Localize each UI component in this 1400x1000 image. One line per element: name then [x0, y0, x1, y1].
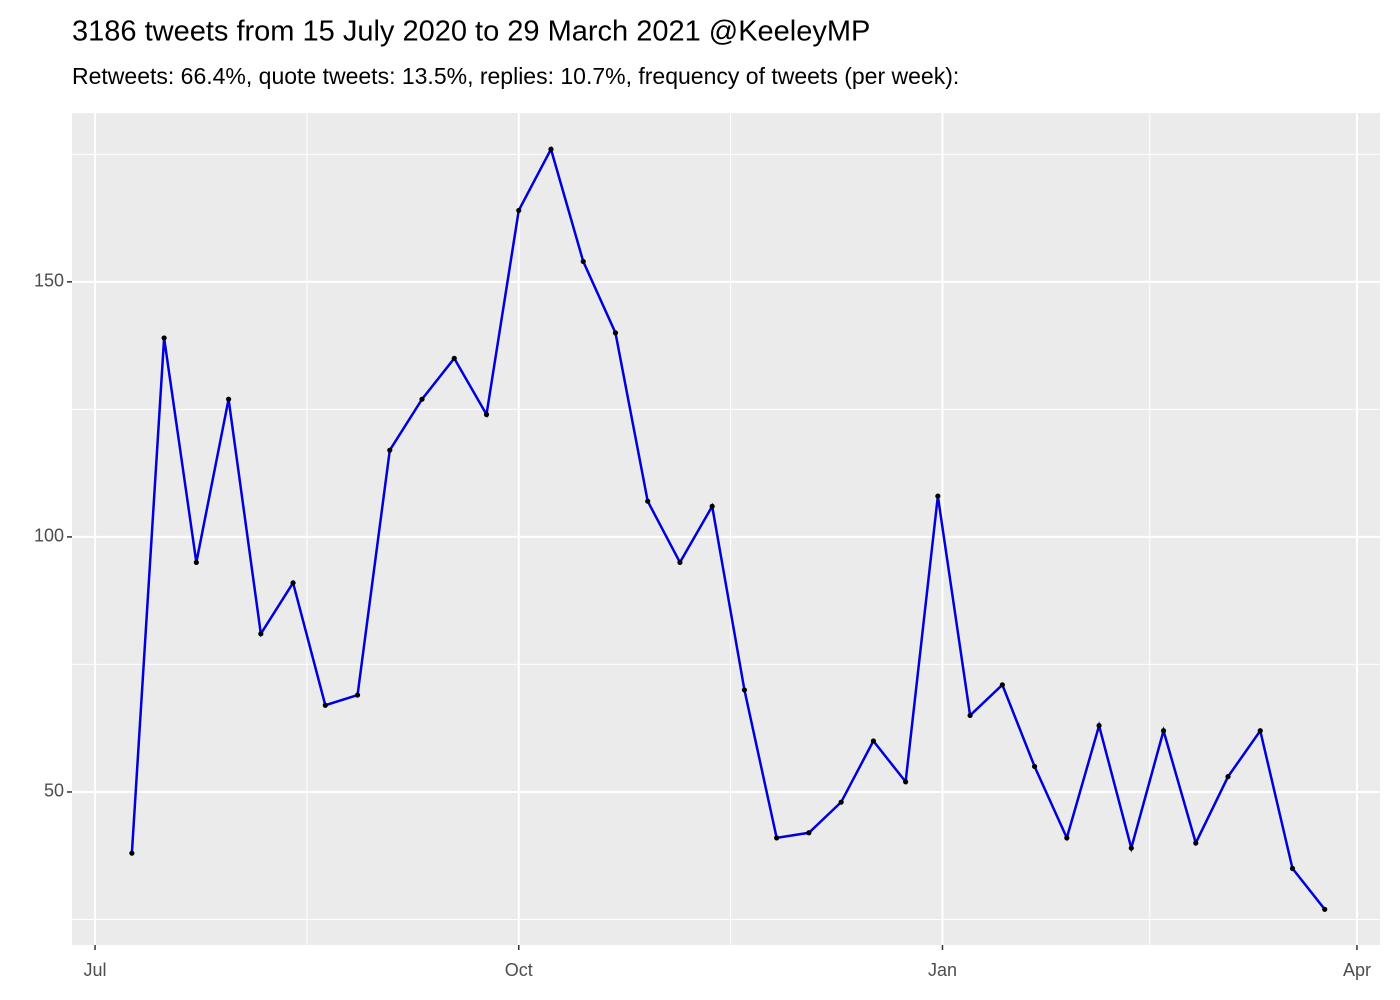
chart-title: 3186 tweets from 15 July 2020 to 29 Marc… [72, 16, 870, 48]
point [1322, 906, 1328, 912]
point [225, 396, 232, 402]
point [935, 493, 941, 499]
point [677, 559, 683, 566]
chart-subtitle: Retweets: 66.4%, quote tweets: 13.5%, re… [72, 63, 959, 89]
point [129, 850, 135, 856]
point [193, 559, 199, 566]
point [1031, 763, 1038, 770]
point [1096, 723, 1102, 729]
point [903, 779, 909, 785]
point [354, 692, 361, 698]
point [838, 799, 844, 805]
point [258, 631, 264, 637]
point [999, 682, 1005, 688]
point [419, 396, 425, 402]
x-tick-label: Apr [1343, 960, 1371, 980]
point [483, 411, 490, 418]
point [548, 146, 554, 152]
point [1225, 774, 1231, 780]
point [709, 503, 715, 509]
point [870, 738, 876, 744]
point [612, 330, 619, 336]
x-tick-label: Jul [84, 960, 107, 980]
x-tick-label: Oct [505, 960, 533, 980]
point [387, 447, 393, 453]
point [1160, 728, 1167, 734]
point [774, 835, 780, 841]
point [161, 335, 167, 341]
plot-panel [72, 113, 1380, 945]
point [322, 702, 328, 708]
point [967, 712, 973, 719]
point [1193, 840, 1199, 846]
point [290, 580, 296, 586]
point [645, 498, 651, 504]
point [1289, 865, 1296, 872]
point [1257, 728, 1263, 734]
y-tick-label: 150 [34, 271, 64, 291]
point [1064, 835, 1070, 841]
x-tick-label: Jan [928, 960, 957, 980]
line-series [130, 145, 1326, 911]
point [516, 207, 522, 214]
point [741, 687, 748, 693]
point [451, 355, 457, 361]
y-tick-label: 50 [44, 781, 64, 801]
point [806, 830, 812, 836]
y-tick-label: 100 [34, 526, 64, 546]
point [580, 258, 586, 265]
point [1128, 845, 1134, 851]
